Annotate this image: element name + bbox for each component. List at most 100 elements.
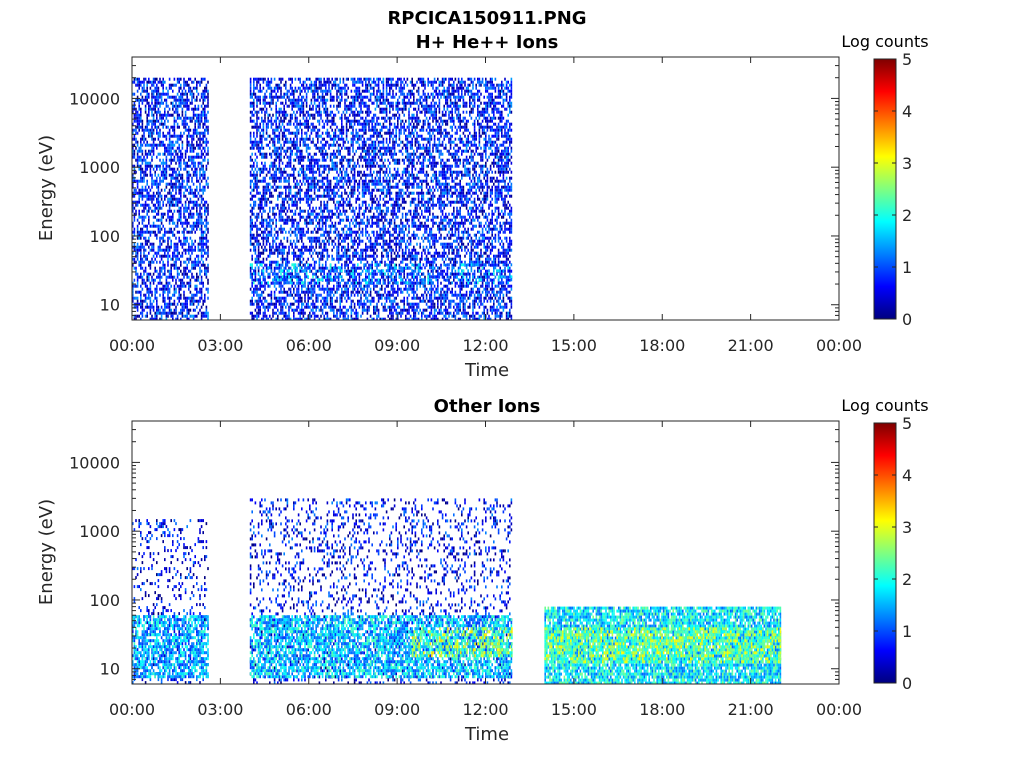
heat-cell (328, 278, 330, 282)
heat-cell (326, 107, 329, 111)
heat-cell (325, 80, 327, 84)
heat-cell (188, 206, 190, 210)
heat-cell (302, 209, 305, 213)
heat-cell (140, 113, 142, 117)
heat-cell (262, 176, 265, 180)
heat-cell (149, 281, 152, 285)
heat-cell (350, 194, 353, 198)
heat-cell (176, 113, 179, 117)
heat-cell (294, 116, 297, 120)
heat-cell (143, 83, 145, 87)
heat-cell (297, 191, 300, 195)
heat-cell (262, 266, 265, 270)
heat-cell (285, 212, 287, 216)
heat-cell (329, 104, 332, 108)
heat-cell (162, 152, 164, 156)
heat-cell (156, 212, 158, 216)
heat-cell (152, 242, 155, 246)
heat-cell (162, 287, 164, 291)
heat-cell (291, 302, 293, 306)
heat-cell (339, 236, 341, 240)
heat-cell (135, 203, 137, 207)
heat-cell (178, 104, 180, 108)
heat-cell (173, 260, 176, 264)
heat-cell (293, 251, 295, 255)
heat-cell (140, 188, 142, 192)
heat-cell (307, 164, 309, 168)
heat-cell (309, 212, 311, 216)
heat-cell (159, 278, 161, 282)
heat-cell (328, 164, 330, 168)
heat-cell (254, 200, 257, 204)
heat-cell (309, 287, 311, 291)
heat-cell (334, 203, 337, 207)
heat-cell (253, 194, 255, 198)
heat-cell (194, 314, 196, 318)
heat-cell (156, 92, 158, 96)
heat-cell (333, 95, 335, 99)
heat-cell (204, 155, 206, 159)
heat-cell (345, 110, 348, 114)
heat-cell (269, 92, 271, 96)
heat-cell (148, 131, 150, 135)
heat-cell (293, 158, 295, 162)
heat-cell (309, 116, 311, 120)
heat-cell (259, 209, 261, 213)
heat-cell (256, 254, 258, 258)
heat-cell (307, 296, 309, 300)
heat-cell (184, 89, 187, 93)
heat-cell (318, 317, 321, 320)
heat-cell (294, 251, 297, 255)
heat-cell (294, 200, 297, 204)
heat-cell (204, 173, 206, 177)
heat-cell (293, 95, 295, 99)
heat-cell (265, 83, 268, 87)
heat-cell (350, 101, 353, 105)
heat-cell (197, 137, 200, 141)
heat-cell (180, 317, 182, 320)
heat-cell (141, 266, 144, 270)
heat-cell (262, 290, 265, 294)
heat-cell (173, 302, 176, 306)
heat-cell (331, 290, 333, 294)
heat-cell (341, 290, 343, 294)
heat-cell (278, 155, 281, 159)
heat-cell (178, 80, 180, 84)
heat-cell (141, 137, 144, 141)
heat-cell (186, 188, 188, 192)
heat-cell (189, 230, 192, 234)
heat-cell (299, 77, 301, 81)
heat-cell (325, 206, 327, 210)
heat-cell (183, 242, 185, 246)
heat-cell (194, 203, 196, 207)
heat-cell (202, 242, 204, 246)
heat-cell (157, 95, 160, 99)
heat-cell (192, 317, 195, 320)
heat-cell (315, 281, 317, 285)
heat-cell (189, 191, 192, 195)
heat-cell (200, 269, 203, 273)
heat-cell (143, 188, 145, 192)
heat-cell (280, 155, 282, 159)
heat-cell (159, 272, 161, 276)
heat-cell (256, 293, 258, 297)
heat-cell (277, 197, 279, 201)
heat-cell (350, 281, 353, 285)
heat-cell (159, 266, 161, 270)
heat-cell (205, 164, 208, 168)
heat-cell (309, 113, 311, 117)
heat-cell (254, 269, 257, 273)
heat-cell (251, 140, 253, 144)
heat-cell (173, 290, 176, 294)
heat-cell (197, 275, 200, 279)
heat-cell (133, 104, 136, 108)
heat-cell (328, 188, 330, 192)
heat-cell (157, 245, 160, 249)
heat-cell (283, 257, 285, 261)
heat-cell (285, 221, 287, 225)
heat-cell (156, 218, 158, 222)
heat-cell (265, 89, 268, 93)
heat-cell (288, 140, 290, 144)
heat-cell (189, 281, 192, 285)
heat-cell (325, 242, 327, 246)
